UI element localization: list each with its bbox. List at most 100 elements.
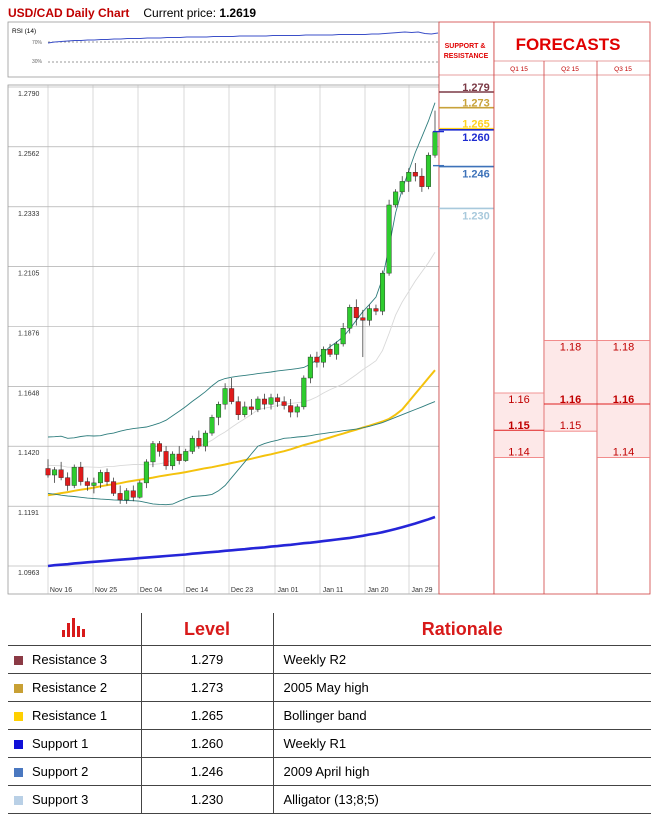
y-tick-label: 1.0963 (18, 570, 40, 577)
candle (111, 477, 117, 496)
forecast-col-q3: Q3 15 (614, 66, 632, 73)
level-rationale: Weekly R1 (273, 729, 651, 758)
candle (419, 168, 425, 192)
forecast-q1: 1.16 1.15 1.14 (494, 392, 544, 458)
candle (248, 398, 254, 415)
candle (235, 396, 241, 420)
levels-table-row: Support 2 1.246 2009 April high (8, 757, 651, 786)
candle (268, 393, 274, 410)
candle (170, 451, 176, 470)
rationale-header: Rationale (273, 613, 651, 646)
x-tick-label: Jan 01 (277, 587, 298, 594)
levels-table-row: Resistance 1 1.265 Bollinger band (8, 701, 651, 730)
forecast-col-q2: Q2 15 (561, 66, 579, 73)
candle (52, 467, 58, 483)
candle (373, 304, 379, 316)
candle (281, 396, 287, 410)
level-color-swatch (14, 740, 23, 749)
candle (91, 477, 97, 494)
levels-table-row: Resistance 2 1.273 2005 May high (8, 673, 651, 702)
forecast-upper: 1.18 (560, 342, 581, 354)
candle (314, 351, 320, 368)
forecast-upper: 1.16 (508, 394, 529, 406)
forecast-mid: 1.16 (560, 394, 581, 406)
candle (412, 163, 418, 182)
candle (406, 168, 412, 192)
candle (360, 309, 366, 358)
chart-title: USD/CAD Daily Chart Current price: 1.2619 (8, 6, 256, 20)
sr-level: 1.230 (439, 207, 494, 222)
forecast-col-q1: Q1 15 (510, 66, 528, 73)
level-name: Resistance 1 (32, 708, 108, 723)
candle (294, 404, 300, 418)
y-tick-label: 1.1876 (18, 331, 40, 338)
support-resistance-panel: SUPPORT & RESISTANCE 1.279 1.273 1.2651.26… (433, 21, 495, 595)
forecast-mid: 1.15 (508, 420, 529, 432)
x-tick-label: Jan 11 (323, 587, 344, 594)
level-name: Support 3 (32, 792, 89, 807)
bar-chart-icon (8, 613, 142, 646)
sr-level-label: 1.273 (462, 98, 490, 110)
candle (130, 485, 136, 502)
candle (222, 383, 228, 410)
candle (137, 480, 143, 499)
candle (347, 304, 353, 334)
levels-table-header: Level Rationale (8, 613, 651, 646)
candle (104, 468, 110, 486)
candle (386, 199, 392, 276)
candle (150, 440, 156, 468)
bollinger-middle-band (47, 251, 436, 468)
sr-header: SUPPORT & RESISTANCE (444, 43, 489, 60)
candle (425, 152, 431, 190)
forecasts-panel: FORECASTS Q1 15 Q2 15 Q3 15 1.16 1.15 1.14… (493, 21, 651, 595)
level-value: 1.273 (141, 673, 274, 702)
rsi-panel: RSI (14) 70% 30% (7, 21, 440, 78)
level-name-cell: Support 3 (8, 785, 142, 814)
candle (380, 270, 386, 316)
level-header: Level (141, 613, 274, 646)
candle (84, 477, 90, 491)
candle (45, 459, 51, 478)
candle (183, 448, 189, 462)
candle (143, 459, 149, 489)
candle (334, 341, 340, 360)
levels-table-row: Support 3 1.230 Alligator (13;8;5) (8, 785, 651, 814)
candle (393, 189, 399, 208)
x-tick-label: Jan 20 (367, 587, 388, 594)
forecast-lower: 1.14 (508, 446, 529, 458)
candle (157, 440, 163, 457)
level-name: Support 1 (32, 736, 89, 751)
level-name-cell: Resistance 3 (8, 645, 142, 674)
current-price-value: 1.2619 (219, 6, 257, 20)
sr-level-label: 1.246 (462, 169, 490, 181)
chart-pair-title: USD/CAD Daily Chart (8, 6, 130, 20)
forecast-q2: 1.18 1.16 1.15 (544, 340, 597, 432)
candle (216, 401, 222, 426)
y-tick-label: 1.2790 (18, 91, 40, 98)
candle (288, 398, 294, 418)
sr-level-label: 1.260 (462, 132, 490, 144)
usdcad-chart: RSI (14) 70% 30% 1.2790 1.2562 1.2333 1.210… (7, 21, 651, 595)
level-name-cell: Resistance 1 (8, 701, 142, 730)
sr-level-label: 1.279 (462, 82, 490, 94)
candle (340, 322, 346, 347)
candle (399, 176, 405, 195)
forecast-mid: 1.16 (613, 394, 634, 406)
candle (353, 299, 359, 326)
level-value: 1.265 (141, 701, 274, 730)
current-price-label: Current price: (143, 6, 217, 20)
y-tick-label: 1.1191 (18, 510, 39, 517)
ma-line-blue (47, 515, 436, 568)
candle (301, 375, 307, 410)
candle (176, 446, 182, 465)
candle (97, 469, 103, 489)
level-rationale: 2009 April high (273, 757, 651, 786)
level-color-swatch (14, 796, 23, 805)
rsi-tick-upper: 70% (32, 40, 43, 46)
level-value: 1.246 (141, 757, 274, 786)
candle (71, 464, 77, 489)
bollinger-lower-band (47, 401, 436, 506)
candle (65, 472, 71, 491)
candle (124, 488, 130, 504)
level-name: Resistance 3 (32, 652, 108, 667)
